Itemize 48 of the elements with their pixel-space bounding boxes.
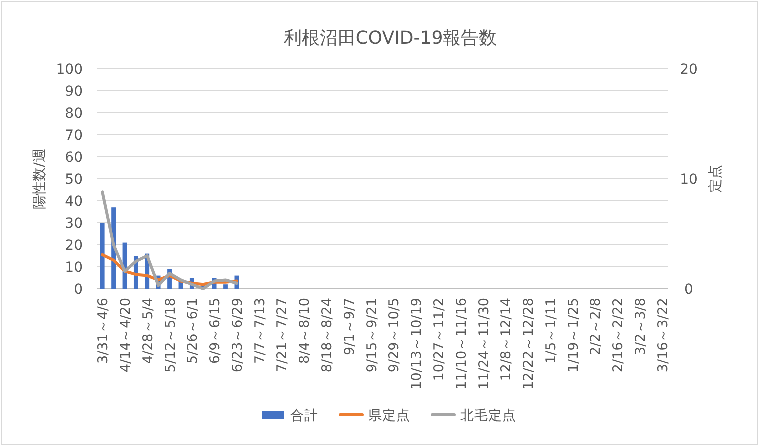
- x-tick-label: 6/23～6/29: [230, 298, 246, 373]
- x-tick-label: 12/8～12/14: [498, 298, 515, 382]
- y-tick-label: 90: [65, 84, 83, 100]
- y-tick-label: 60: [65, 150, 83, 166]
- legend-label: 合計: [290, 408, 318, 424]
- x-tick-label: 11/10～11/16: [454, 298, 470, 390]
- x-tick-label: 2/16～2/22: [610, 298, 627, 373]
- y-tick-label: 80: [65, 106, 83, 122]
- y-tick-label: 100: [56, 62, 83, 78]
- x-tick-label: 9/1～9/7: [342, 298, 358, 356]
- x-tick-label: 4/14～4/20: [118, 298, 134, 373]
- y-tick-label: 50: [65, 172, 83, 188]
- x-tick-label: 3/16～3/22: [655, 298, 672, 373]
- chart-title: 利根沼田COVID-19報告数: [284, 28, 498, 49]
- x-tick-label: 9/15～9/21: [364, 298, 380, 373]
- x-tick-label: 3/31～4/6: [96, 298, 112, 364]
- x-tick-label: 12/22～12/28: [521, 298, 538, 390]
- x-tick-label: 1/19～1/25: [566, 298, 582, 373]
- y-tick-label: 20: [65, 238, 83, 254]
- bar: [100, 223, 105, 289]
- x-tick-label: 11/24～11/30: [476, 298, 492, 390]
- x-tick-label: 5/26～6/1: [185, 298, 202, 364]
- x-tick-label: 10/27～11/2: [431, 298, 448, 382]
- x-tick-label: 7/21～7/27: [274, 298, 291, 373]
- x-tick-label: 4/28～5/4: [140, 298, 156, 364]
- y-axis-title: 陽性数/週: [32, 148, 48, 210]
- bar: [224, 284, 228, 289]
- legend-label: 北毛定点: [460, 408, 516, 424]
- x-tick-label: 8/4～8/10: [297, 298, 314, 364]
- y2-tick-label: 20: [680, 62, 698, 78]
- y2-axis-title: 定点: [708, 165, 724, 193]
- y-tick-label: 40: [65, 194, 83, 210]
- y-tick-label: 30: [65, 216, 83, 232]
- legend-label: 県定点: [368, 408, 410, 424]
- x-tick-label: 10/13～10/19: [409, 298, 426, 390]
- y-tick-label: 10: [65, 260, 83, 276]
- x-tick-label: 8/18～8/24: [320, 298, 336, 373]
- x-tick-label: 7/7～7/13: [252, 298, 268, 364]
- y-tick-label: 70: [65, 128, 83, 144]
- x-tick-label: 1/5～1/11: [543, 298, 560, 364]
- y-tick-label: 0: [74, 282, 83, 298]
- x-tick-label: 3/2～3/8: [633, 298, 650, 356]
- x-tick-label: 2/2～2/8: [588, 298, 604, 356]
- x-tick-label: 9/29～10/5: [386, 298, 403, 373]
- x-tick-label: 5/12～5/18: [162, 298, 179, 373]
- y2-tick-label: 0: [684, 282, 694, 298]
- x-tick-label: 6/9～6/15: [208, 298, 224, 364]
- y2-tick-label: 10: [680, 172, 698, 188]
